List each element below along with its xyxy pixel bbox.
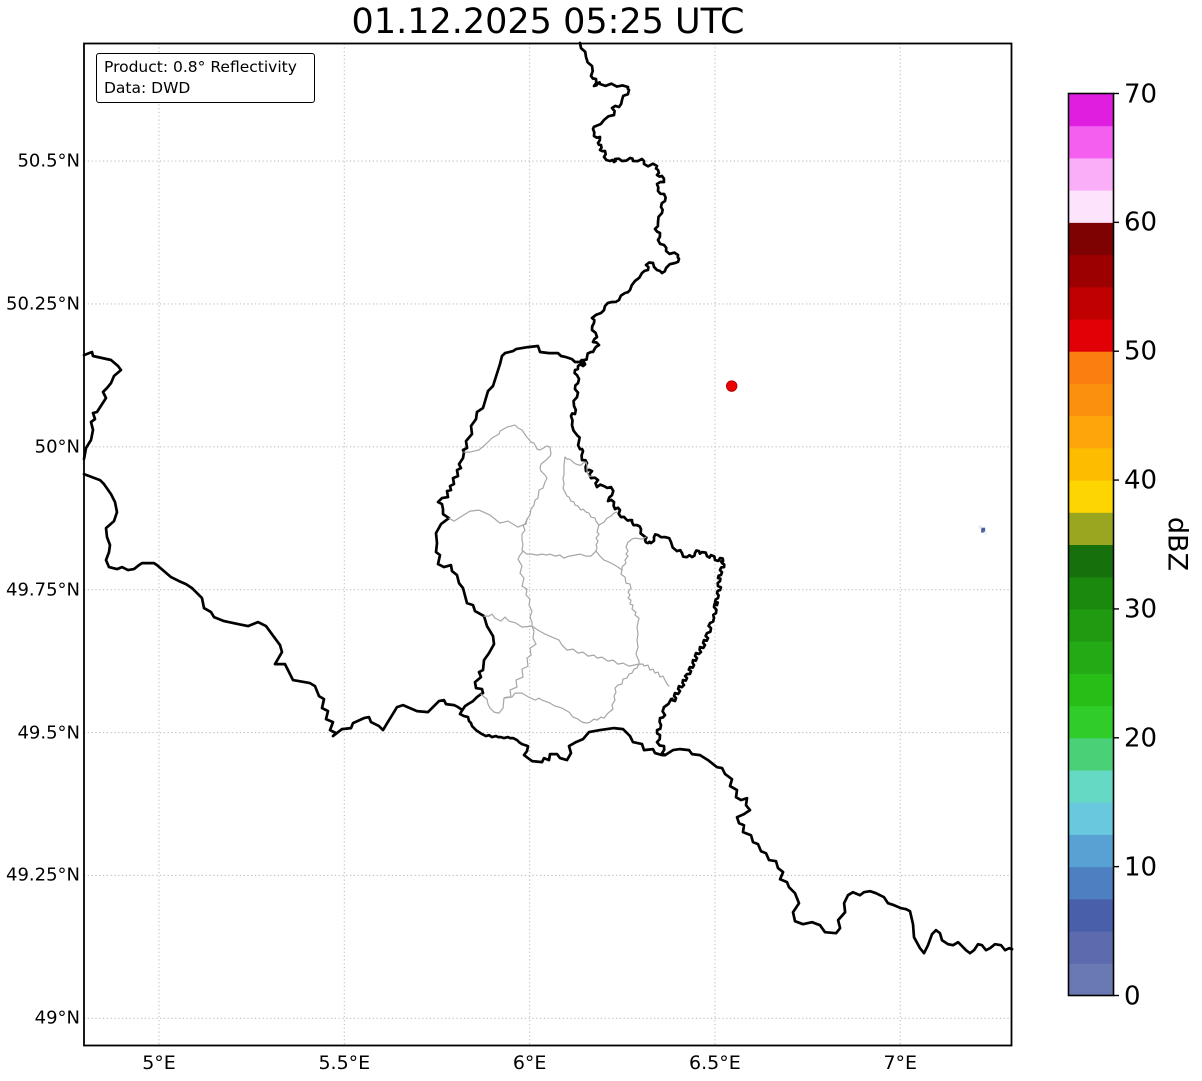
canton-border bbox=[595, 550, 623, 571]
canton-border bbox=[522, 550, 597, 559]
border-belgium-germany bbox=[578, 41, 681, 364]
border-france-belgium-givet bbox=[82, 350, 123, 461]
colorbar-tick-label: 30 bbox=[1124, 594, 1158, 625]
x-tick-label: 5.5°E bbox=[318, 1052, 371, 1074]
colorbar-band bbox=[1068, 866, 1114, 900]
colorbar-band bbox=[1068, 770, 1114, 803]
canton-border bbox=[448, 509, 528, 528]
radar-echo bbox=[981, 527, 986, 533]
colorbar-tick-label: 20 bbox=[1124, 723, 1158, 754]
country-borders bbox=[82, 41, 1014, 955]
colorbar-band bbox=[1068, 383, 1114, 417]
colorbar bbox=[1067, 92, 1119, 997]
colorbar-band bbox=[1068, 351, 1114, 384]
colorbar-band bbox=[1068, 93, 1114, 127]
grid-lines bbox=[84, 43, 1012, 1046]
border-france-belgium bbox=[82, 472, 463, 738]
colorbar-band bbox=[1068, 898, 1114, 932]
colorbar-band bbox=[1068, 576, 1114, 610]
border-france-germany bbox=[663, 747, 1014, 955]
y-tick-label: 50°N bbox=[34, 436, 80, 458]
y-tick-label: 49.5°N bbox=[17, 722, 80, 744]
colorbar-band bbox=[1068, 447, 1114, 481]
colorbar-band bbox=[1068, 705, 1114, 739]
colorbar-band bbox=[1068, 157, 1114, 191]
colorbar-band bbox=[1068, 319, 1114, 352]
x-tick-label: 6.5°E bbox=[689, 1052, 741, 1074]
colorbar-tick-label: 50 bbox=[1124, 336, 1158, 367]
colorbar-band bbox=[1068, 673, 1114, 707]
canton-border bbox=[595, 524, 600, 552]
x-tick-label: 5°E bbox=[142, 1052, 176, 1074]
info-product: Product: 0.8° Reflectivity bbox=[104, 58, 297, 76]
canton-border bbox=[480, 693, 505, 714]
colorbar-band bbox=[1068, 802, 1114, 835]
y-tick-label: 50.25°N bbox=[6, 293, 80, 315]
canton-border bbox=[483, 613, 533, 628]
axes-frame bbox=[83, 42, 1013, 1047]
colorbar-band bbox=[1068, 608, 1114, 642]
y-tick-label: 49.25°N bbox=[6, 864, 80, 886]
x-tick-label: 7°E bbox=[883, 1052, 918, 1074]
plot-title: 01.12.2025 05:25 UTC bbox=[351, 2, 745, 42]
colorbar-band bbox=[1068, 190, 1114, 223]
colorbar-band bbox=[1068, 737, 1114, 771]
canton-border bbox=[463, 424, 551, 453]
canton-border bbox=[638, 663, 670, 687]
colorbar-band bbox=[1068, 641, 1114, 674]
x-tick-label: 6°E bbox=[512, 1052, 547, 1074]
colorbar-tick-label: 60 bbox=[1124, 207, 1158, 238]
colorbar-band bbox=[1068, 544, 1114, 578]
colorbar-tick-label: 70 bbox=[1124, 79, 1158, 110]
radar-echo bbox=[983, 531, 987, 535]
canton-border bbox=[503, 663, 640, 724]
colorbar-band bbox=[1068, 254, 1114, 288]
border-luxembourg bbox=[434, 344, 726, 764]
radar-site-marker bbox=[725, 380, 738, 392]
canton-border bbox=[620, 569, 640, 665]
y-tick-label: 50.5°N bbox=[17, 150, 80, 172]
canton-border bbox=[517, 550, 533, 627]
y-tick-label: 49°N bbox=[34, 1007, 80, 1029]
colorbar-band bbox=[1068, 415, 1114, 449]
radar-echoes bbox=[978, 525, 987, 535]
colorbar-band bbox=[1068, 963, 1114, 996]
colorbar-tick-label: 40 bbox=[1124, 465, 1158, 496]
info-box: Product: 0.8° Reflectivity Data: DWD bbox=[96, 53, 315, 103]
canton-border bbox=[521, 518, 528, 552]
radar-site-dot bbox=[725, 380, 738, 392]
colorbar-band bbox=[1068, 125, 1114, 159]
colorbar-band bbox=[1068, 222, 1114, 256]
colorbar-band bbox=[1068, 512, 1114, 545]
canton-borders bbox=[448, 424, 670, 724]
canton-border bbox=[598, 511, 618, 526]
y-tick-label: 49.75°N bbox=[6, 579, 80, 601]
radar-echo bbox=[978, 525, 982, 529]
colorbar-outline bbox=[1067, 92, 1115, 997]
canton-border bbox=[564, 456, 593, 477]
colorbar-unit-label: dBZ bbox=[1161, 516, 1193, 572]
colorbar-band bbox=[1068, 286, 1114, 320]
canton-border bbox=[621, 536, 647, 571]
colorbar-tick-label: 0 bbox=[1124, 981, 1141, 1012]
colorbar-tick-label: 10 bbox=[1124, 852, 1158, 883]
colorbar-band bbox=[1068, 931, 1114, 964]
colorbar-band bbox=[1068, 834, 1114, 868]
canton-border bbox=[562, 456, 600, 526]
canton-border bbox=[526, 446, 552, 520]
canton-border bbox=[531, 625, 640, 667]
canton-border bbox=[503, 625, 537, 699]
info-source: Data: DWD bbox=[104, 79, 191, 97]
colorbar-band bbox=[1068, 480, 1114, 513]
